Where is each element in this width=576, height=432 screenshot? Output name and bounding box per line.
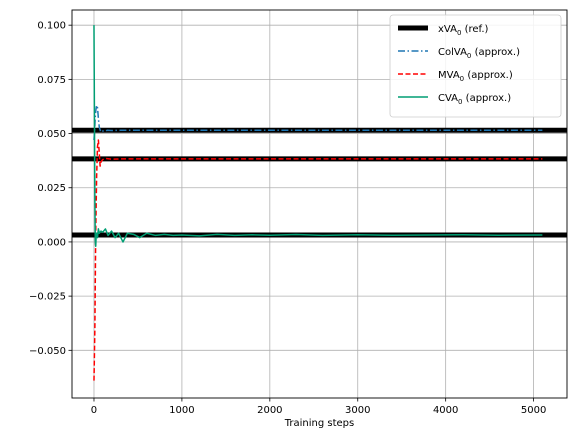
- legend-label: CVA0 (approx.): [438, 93, 511, 106]
- legend-label: MVA0 (approx.): [438, 70, 513, 83]
- x-tick-label: 0: [91, 405, 97, 416]
- y-tick-label: 0.050: [37, 129, 66, 140]
- legend-box: [389, 14, 562, 118]
- x-axis-label: Training steps: [284, 418, 354, 429]
- y-tick-label: 0.075: [37, 75, 66, 86]
- y-tick-label: 0.025: [37, 183, 66, 194]
- y-tick-label: −0.025: [29, 292, 66, 303]
- x-tick-label: 1000: [169, 405, 194, 416]
- y-tick-label: 0.100: [37, 21, 66, 32]
- x-tick-label: 2000: [257, 405, 282, 416]
- x-axis-ticks: 0 1000 2000 3000 4000 5000: [91, 398, 546, 416]
- grid: [72, 10, 567, 398]
- legend-label: ColVA0 (approx.): [438, 47, 520, 60]
- legend: xVA0 (ref.) ColVA0 (approx.) MVA0 (approx.…: [389, 14, 562, 118]
- series-lines: [93, 25, 543, 381]
- series-line-mva0-approx: [93, 139, 543, 381]
- x-tick-label: 5000: [521, 405, 546, 416]
- series-line-colva0-approx: [93, 104, 543, 141]
- y-tick-label: 0.000: [37, 237, 66, 248]
- y-axis-ticks: −0.050 −0.025 0.000 0.025 0.050 0.075 0.100: [29, 21, 72, 357]
- x-tick-label: 4000: [433, 405, 458, 416]
- series-line-cva0-approx: [93, 25, 543, 248]
- plot-frame: [71, 9, 568, 399]
- y-tick-label: −0.050: [29, 346, 66, 357]
- x-tick-label: 3000: [345, 405, 370, 416]
- legend-label: xVA0 (ref.): [438, 24, 489, 37]
